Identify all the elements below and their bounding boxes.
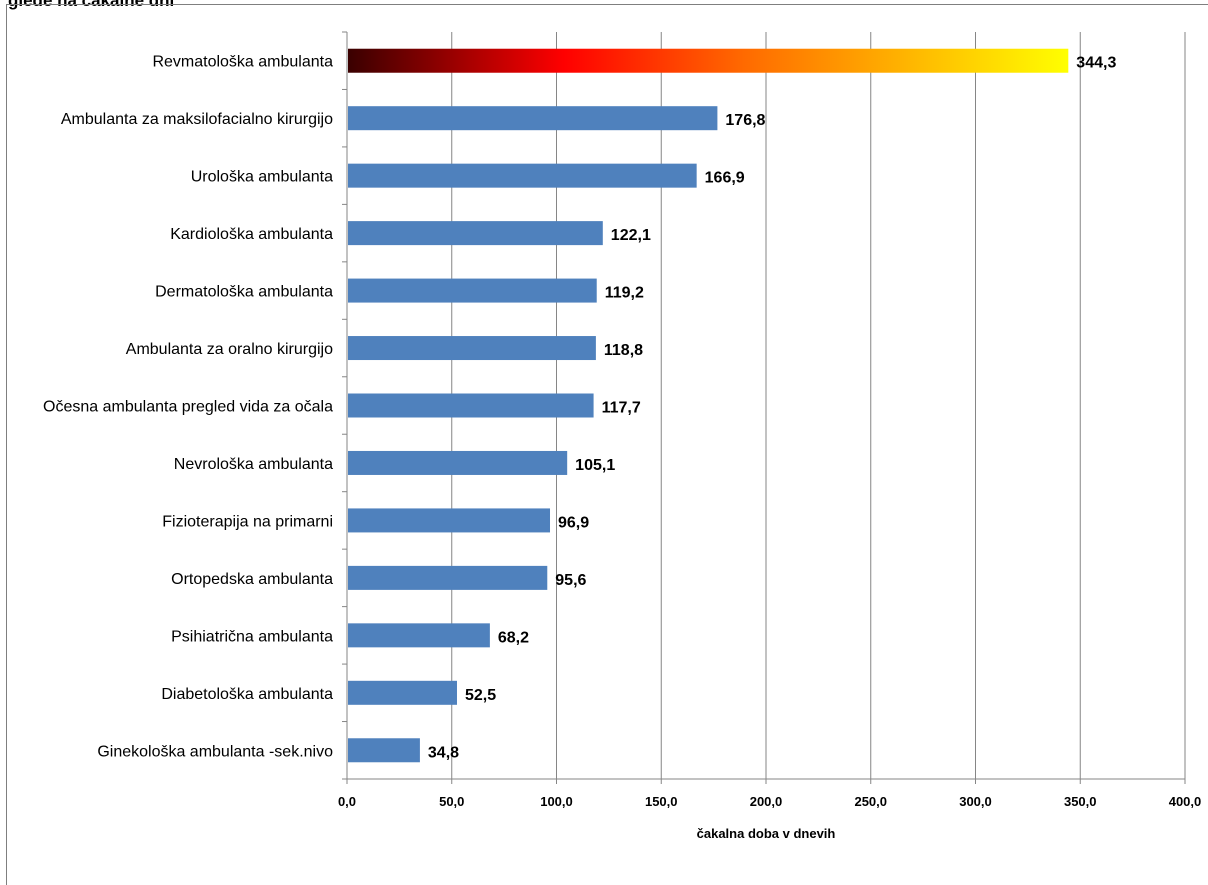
- x-tick-label: 50,0: [439, 794, 464, 809]
- bar: [348, 163, 697, 188]
- category-label: Kardiološka ambulanta: [170, 226, 333, 243]
- bar: [348, 106, 718, 131]
- bar: [348, 221, 603, 246]
- category-label: Revmatološka ambulanta: [152, 54, 333, 71]
- bar: [348, 623, 490, 648]
- x-tick-label: 0,0: [338, 794, 356, 809]
- x-tick-label: 200,0: [750, 794, 783, 809]
- bar: [348, 565, 548, 590]
- x-tick-label: 400,0: [1169, 794, 1202, 809]
- data-label: 105,1: [575, 457, 615, 474]
- x-tick-label: 350,0: [1064, 794, 1097, 809]
- data-label: 118,8: [604, 342, 643, 359]
- category-label: Fizioterapija na primarni: [162, 513, 333, 530]
- category-label: Psihiatrična ambulanta: [171, 628, 333, 645]
- data-label: 34,8: [428, 744, 459, 761]
- bar: [348, 738, 420, 763]
- data-label: 117,7: [602, 400, 641, 417]
- category-label: Dermatološka ambulanta: [155, 284, 333, 301]
- data-label: 344,3: [1076, 55, 1116, 72]
- category-label: Očesna ambulanta pregled vida za očala: [43, 399, 333, 416]
- data-label: 176,8: [725, 112, 765, 129]
- data-label: 52,5: [465, 687, 496, 704]
- axes: [342, 31, 1186, 784]
- bar: [348, 508, 551, 533]
- chart-frame: [6, 4, 1208, 885]
- category-label: Ambulanta za maksilofacialno kirurgijo: [61, 111, 333, 128]
- data-label: 122,1: [611, 227, 651, 244]
- x-tick-label: 150,0: [645, 794, 678, 809]
- bar: [348, 680, 457, 705]
- data-label: 95,6: [555, 572, 586, 589]
- bar-highlighted: [348, 48, 1069, 73]
- category-label: Ortopedska ambulanta: [171, 571, 333, 588]
- category-label: Diabetološka ambulanta: [161, 686, 333, 703]
- x-axis-title: čakalna doba v dnevih: [697, 826, 836, 841]
- grid-lines: [451, 32, 1186, 779]
- data-label: 166,9: [705, 170, 745, 187]
- data-label: 68,2: [498, 629, 529, 646]
- x-tick-label: 300,0: [959, 794, 992, 809]
- page-title: glede na čakalne dni: [8, 0, 175, 10]
- data-label: 96,9: [558, 514, 589, 531]
- bar: [348, 278, 597, 303]
- x-tick-label: 250,0: [854, 794, 887, 809]
- category-label: Urološka ambulanta: [191, 169, 333, 186]
- data-label: 119,2: [605, 285, 644, 302]
- bars: [348, 48, 1069, 763]
- labels: 0,0 50,0 100,0 150,0 200,0 250,0 300,0 350,0 400…: [43, 54, 1201, 809]
- category-label: Nevrološka ambulanta: [174, 456, 333, 473]
- bar: [348, 393, 594, 418]
- bar: [348, 450, 568, 475]
- category-label: Ginekološka ambulanta -sek.nivo: [97, 743, 333, 760]
- x-tick-label: 100,0: [540, 794, 573, 809]
- category-label: Ambulanta za oralno kirurgijo: [126, 341, 333, 358]
- bar: [348, 336, 596, 361]
